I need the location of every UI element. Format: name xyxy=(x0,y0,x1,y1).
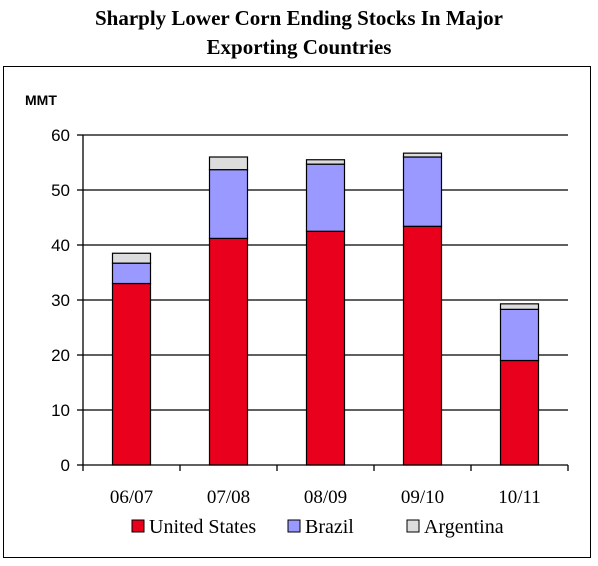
bar-segment-brazil xyxy=(305,163,346,232)
legend-swatch xyxy=(131,519,145,533)
y-tick-label: 30 xyxy=(51,291,70,310)
bar-segment-argentina xyxy=(111,252,152,264)
legend: United States Brazil Argentina xyxy=(131,516,504,538)
axes xyxy=(77,134,569,471)
chart-frame: MMT 0 10 20 30 40 50 60 06/07 07/08 08/09 09/10 10… xyxy=(3,66,591,558)
bars xyxy=(111,152,540,466)
x-tick-label: 09/10 xyxy=(401,487,444,508)
x-tick-label: 07/08 xyxy=(207,487,250,508)
bar-segment-brazil xyxy=(208,169,249,240)
bar-segment-united-states xyxy=(499,359,540,466)
y-tick-label: 20 xyxy=(51,346,70,365)
y-tick-label: 0 xyxy=(61,456,70,475)
y-tick-label: 40 xyxy=(51,236,70,255)
chart-title: Sharply Lower Corn Ending Stocks In Majo… xyxy=(0,4,598,62)
bar-segment-argentina xyxy=(305,159,346,165)
stacked-bar-chart: MMT 0 10 20 30 40 50 60 06/07 07/08 08/09 09/10 10… xyxy=(25,92,569,538)
legend-label: Argentina xyxy=(424,516,504,538)
legend-label: Brazil xyxy=(305,516,354,538)
y-tick-label: 50 xyxy=(51,181,70,200)
chart-title-line-1: Sharply Lower Corn Ending Stocks In Majo… xyxy=(94,6,503,30)
bar-segment-united-states xyxy=(305,230,346,466)
bar-segment-united-states xyxy=(402,225,443,466)
bar-segment-brazil xyxy=(402,156,443,227)
bar-segment-united-states xyxy=(208,237,249,466)
y-tick-labels: 0 10 20 30 40 50 60 xyxy=(51,126,70,475)
bar-segment-argentina xyxy=(402,152,443,158)
x-tick-label: 10/11 xyxy=(498,487,541,508)
bar-segment-brazil xyxy=(111,262,152,285)
bar-segment-argentina xyxy=(208,156,249,171)
bar-segment-argentina xyxy=(499,303,540,310)
y-axis-unit-label: MMT xyxy=(25,92,57,108)
legend-label: United States xyxy=(149,516,256,538)
bar-segment-brazil xyxy=(499,308,540,362)
x-tick-label: 08/09 xyxy=(304,487,347,508)
bar-segment-united-states xyxy=(111,282,152,466)
legend-swatch xyxy=(287,519,301,533)
y-tick-label: 60 xyxy=(51,126,70,145)
legend-swatch xyxy=(406,519,420,533)
y-tick-label: 10 xyxy=(51,401,70,420)
x-tick-label: 06/07 xyxy=(110,487,153,508)
chart-title-line-2: Exporting Countries xyxy=(206,35,392,59)
x-tick-labels: 06/07 07/08 08/09 09/10 10/11 xyxy=(110,487,541,508)
